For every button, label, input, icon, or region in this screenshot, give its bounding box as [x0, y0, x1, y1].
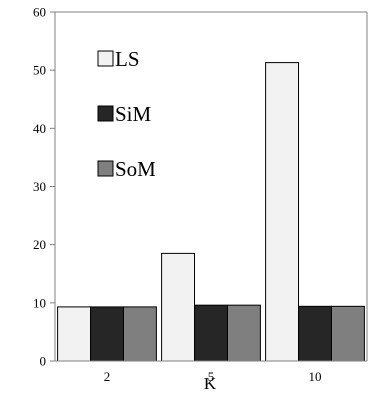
y-tick-label: 50: [33, 63, 46, 78]
bar-ls-2: [57, 306, 92, 362]
x-axis-tick-labels: 2 5 10: [104, 369, 322, 384]
legend: LS SiM SoM: [97, 47, 156, 181]
x-tick-label: 5: [208, 369, 215, 384]
legend-swatch-ls: [97, 50, 114, 67]
x-axis-title: K: [204, 374, 217, 393]
y-tick-label: 60: [33, 5, 46, 20]
y-tick-label: 0: [40, 354, 47, 369]
y-tick-label: 10: [33, 295, 46, 310]
legend-swatch-som: [97, 160, 114, 177]
x-tick-label: 10: [309, 369, 322, 384]
bar-sim-5: [194, 304, 228, 362]
bar-som-5: [226, 304, 261, 362]
legend-label-sim: SiM: [115, 102, 152, 126]
bar-ls-5: [161, 252, 196, 362]
legend-swatch-sim: [97, 105, 114, 122]
bars: [57, 62, 365, 362]
y-axis-ticks: 0 10 20 30 40 50 60: [33, 5, 55, 369]
y-tick-label: 20: [33, 237, 46, 252]
bar-sim-10: [298, 305, 332, 362]
x-tick-label: 2: [104, 369, 111, 384]
bar-ls-10: [265, 62, 300, 362]
y-tick-label: 30: [33, 179, 46, 194]
bar-som-10: [330, 305, 365, 362]
y-tick-label: 40: [33, 121, 46, 136]
legend-label-ls: LS: [115, 47, 140, 71]
legend-label-som: SoM: [115, 157, 156, 181]
bar-sim-2: [90, 306, 124, 362]
bar-som-2: [122, 306, 157, 362]
